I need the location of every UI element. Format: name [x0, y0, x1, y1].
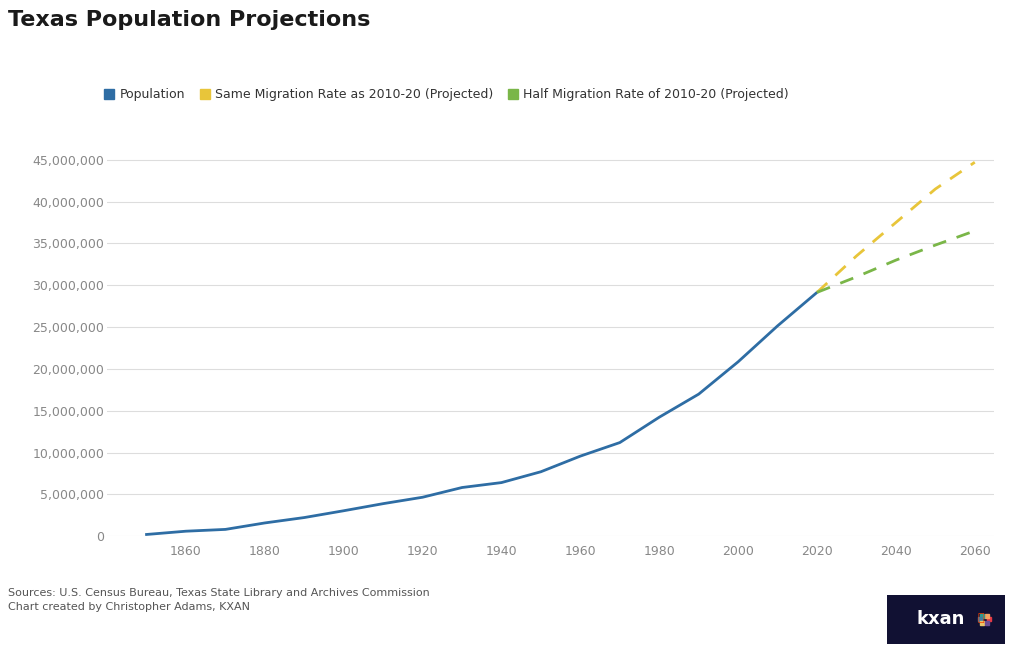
Text: Texas Population Projections: Texas Population Projections	[8, 10, 370, 30]
Text: ⬛: ⬛	[977, 613, 983, 623]
Text: Sources: U.S. Census Bureau, Texas State Library and Archives Commission
Chart c: Sources: U.S. Census Bureau, Texas State…	[8, 588, 429, 612]
Legend: Population, Same Migration Rate as 2010-20 (Projected), Half Migration Rate of 2: Population, Same Migration Rate as 2010-…	[104, 88, 788, 101]
Text: kxan: kxan	[916, 610, 964, 628]
